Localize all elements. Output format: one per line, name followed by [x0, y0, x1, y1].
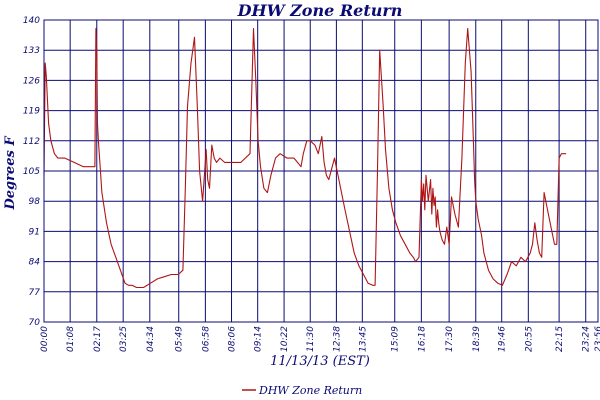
y-axis-label: Degrees F: [3, 136, 18, 211]
x-tick-label: 17:30: [445, 326, 455, 352]
legend: DHW Zone Return: [242, 384, 362, 397]
x-tick-label: 19:46: [498, 326, 508, 352]
x-tick-label: 16:18: [417, 326, 427, 352]
y-tick-label: 77: [29, 288, 41, 298]
x-tick-label: 11:30: [306, 326, 316, 352]
x-tick-label: 03:25: [119, 326, 129, 352]
y-tick-label: 98: [29, 197, 41, 207]
x-tick-label: 12:38: [332, 326, 342, 352]
y-tick-label: 126: [23, 76, 40, 86]
plot-frame: [43, 19, 599, 323]
series-line-dhw-zone-return: [43, 28, 567, 289]
x-tick-label: 20:55: [524, 326, 534, 352]
x-tick-label: 05:49: [175, 326, 185, 352]
y-tick-label: 84: [29, 258, 41, 268]
x-tick-label: 04:34: [146, 326, 156, 352]
y-tick-label: 112: [23, 137, 40, 147]
x-tick-label: 08:06: [228, 326, 238, 352]
x-tick-label: 02:17: [93, 326, 103, 352]
grid: [43, 19, 599, 323]
x-tick-label: 00:00: [40, 326, 50, 352]
x-tick-labels: 00:00 01:08 02:17 03:25 04:34 05:49 06:58 08:06…: [40, 326, 600, 352]
x-tick-label: 09:14: [254, 326, 264, 352]
y-tick-label: 105: [23, 167, 40, 177]
x-tick-label: 06:58: [201, 326, 211, 352]
y-tick-label: 70: [29, 318, 41, 328]
x-tick-label: 23:24: [582, 326, 592, 352]
x-axis-label: 11/13/13 (EST): [270, 354, 370, 369]
x-tick-label: 15:09: [391, 326, 401, 352]
x-tick-label: 23:56: [594, 326, 600, 352]
x-tick-label: 01:08: [66, 326, 76, 352]
x-tick-label: 13:45: [358, 326, 368, 352]
x-tick-label: 22:15: [555, 326, 565, 352]
legend-label: DHW Zone Return: [258, 384, 362, 397]
y-tick-label: 140: [23, 16, 40, 26]
chart-title: DHW Zone Return: [237, 1, 403, 20]
y-tick-label: 119: [23, 107, 40, 117]
x-tick-label: 10:22: [280, 326, 290, 352]
y-tick-label: 91: [29, 227, 40, 237]
x-tick-label: 18:39: [472, 326, 482, 352]
y-tick-labels: 70 77 84 91 98 105 112 119 126 133 140: [23, 16, 40, 328]
y-tick-label: 133: [23, 46, 40, 56]
series-layer: [43, 28, 567, 289]
